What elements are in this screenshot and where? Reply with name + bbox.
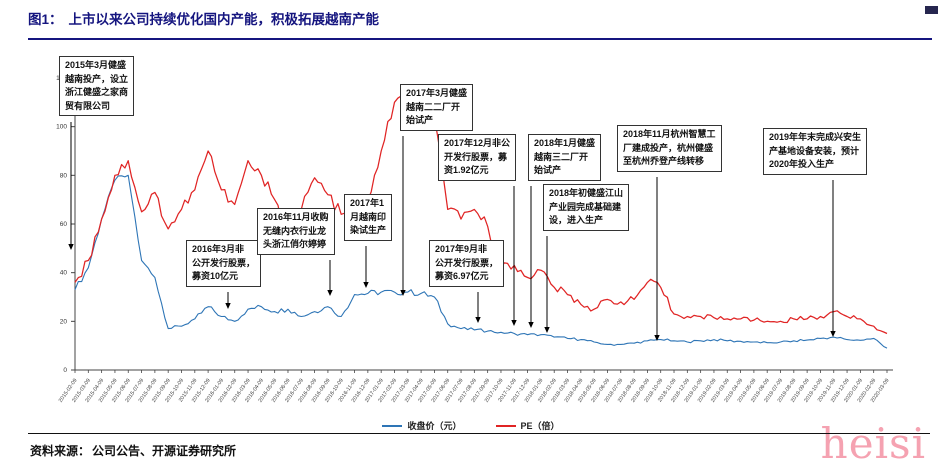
chart-legend: 收盘价（元） PE（倍） [0,419,942,432]
annotation-box-3: 2016年11月收购 无缝内衣行业龙 头浙江俏尔婷婷 [257,208,335,255]
annotation-box-4: 2017年1 月越南印 染试生产 [344,194,393,241]
annotation-box-2: 2016年3月非 公开发行股票， 募资10亿元 [186,240,262,287]
svg-text:20: 20 [60,318,68,325]
svg-text:0: 0 [63,367,67,374]
annotation-box-7: 2018年1月健盛 越南三二厂开 始试产 [528,134,602,181]
svg-text:40: 40 [60,270,68,277]
legend-label-close-price: 收盘价（元） [407,421,462,431]
watermark-text: heisi [820,419,926,468]
annotation-box-9: 2018年初健盛江山 产业园完成基础建 设，进入生产 [543,184,630,231]
legend-item-pe: PE（倍） [495,419,560,432]
legend-item-close-price: 收盘价（元） [382,419,462,432]
figure-title: 上市以来公司持续优化国内产能，积极拓展越南产能 [68,12,380,27]
annotation-box-5: 2017年3月健盛 越南二二厂开 始试产 [400,84,474,131]
figure-header: 图1： 上市以来公司持续优化国内产能，积极拓展越南产能 [28,4,932,40]
svg-text:60: 60 [60,221,68,228]
legend-label-pe: PE（倍） [520,421,560,431]
svg-text:100: 100 [56,124,67,131]
source-note: 资料来源： 公司公告、开源证券研究所 [28,433,930,459]
source-text: 公司公告、开源证券研究所 [92,444,237,458]
close-price-line-swatch [382,424,403,427]
annotation-box-10: 2018年11月杭州智慧工 厂建成投产，杭州健盛 至杭州乔登产线转移 [617,125,722,172]
annotation-box-8: 2017年9月非 公开发行股票， 募资6.97亿元 [429,240,505,287]
price-pe-line-chart: 0204060801001202015-02-092015-03-092015-… [56,68,893,404]
annotation-box-6: 2017年12月非公 开发行股票，募 资1.92亿元 [438,134,517,181]
pe-line-swatch [495,424,516,427]
svg-text:80: 80 [60,172,68,179]
annotation-box-1: 2015年3月健盛 越南投产，设立 浙江健盛之家商 贸有限公司 [59,56,135,116]
corner-mark [925,6,938,14]
source-label: 资料来源： [30,444,91,458]
annotation-box-11: 2019年年末完成兴安生 产基地设备安装，预计 2020年投入生产 [763,128,868,175]
figure-label: 图1： [28,12,63,27]
